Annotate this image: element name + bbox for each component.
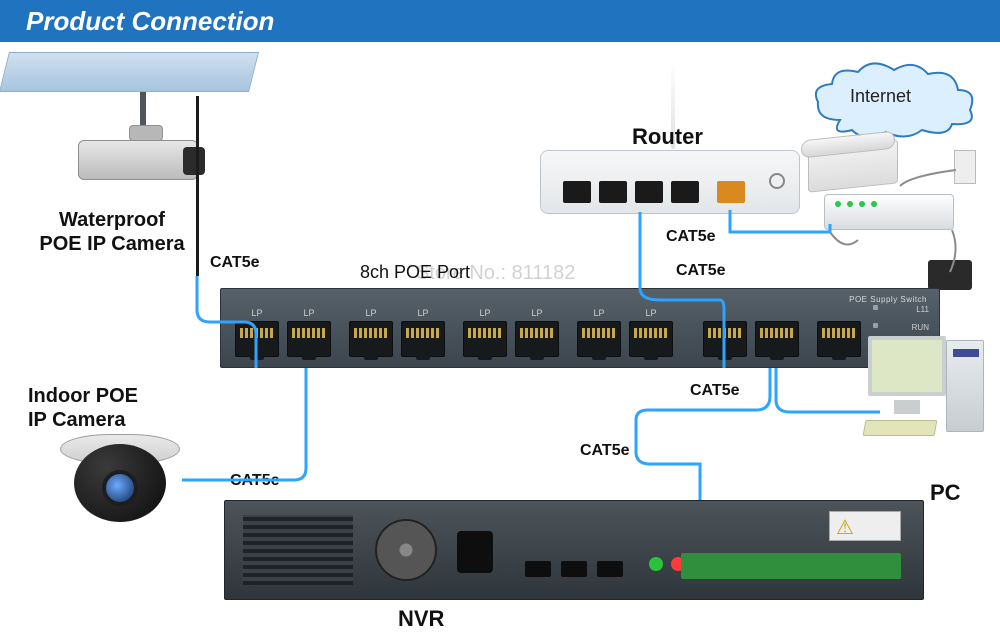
cable-label-router-left: CAT5e [666, 228, 716, 246]
router-button-icon [769, 173, 785, 189]
cable-label-indoor: CAT5e [230, 472, 280, 490]
cable-label-nvr: CAT5e [580, 442, 630, 460]
poe-switch-icon: POE Supply Switch LP LP LP LP LP LP LP L… [220, 288, 940, 368]
nvr-label: NVR [398, 606, 444, 632]
pc-icon [868, 336, 988, 486]
waterproof-camera-icon [78, 140, 198, 180]
switch-ports-label: 8ch POE Port [360, 262, 470, 283]
warning-label-icon [829, 511, 901, 541]
pc-label: PC [930, 480, 961, 506]
power-adapter-icon [928, 260, 972, 290]
cable-label-router-right: CAT5e [676, 262, 726, 280]
modem-icon [824, 194, 954, 230]
camera-mount [140, 92, 146, 128]
router-label: Router [632, 124, 703, 150]
diagram-canvas: Product Connection Waterproof POE IP Cam… [0, 0, 1000, 636]
internet-label: Internet [850, 86, 911, 107]
nvr-icon [224, 500, 924, 600]
wall-outlet-icon [954, 150, 976, 184]
phone-icon [808, 139, 898, 192]
cable-label-pc: CAT5e [690, 382, 740, 400]
waterproof-camera-label: Waterproof POE IP Camera [12, 208, 212, 256]
fan-icon [375, 519, 437, 581]
header-title: Product Connection [0, 6, 274, 37]
ceiling-shape [0, 52, 259, 92]
router-icon [540, 150, 800, 214]
cable-label-waterproof: CAT5e [210, 254, 260, 272]
indoor-camera-label: Indoor POE IP Camera [28, 384, 138, 432]
indoor-camera-icon [60, 434, 180, 522]
header-bar: Product Connection [0, 0, 1000, 42]
